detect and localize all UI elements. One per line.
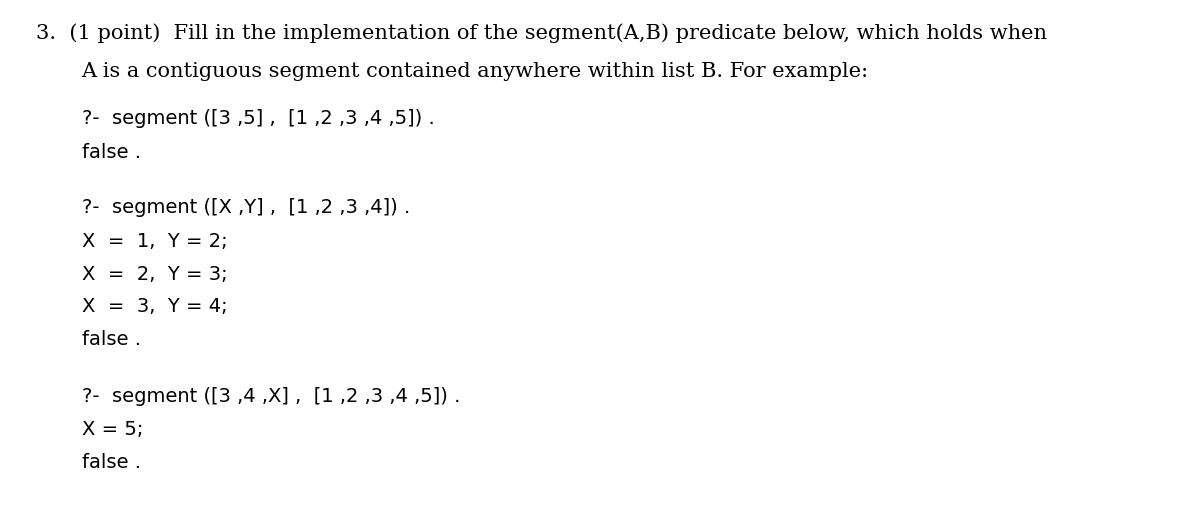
Text: ?-  segment ([3 ,5] ,  [1 ,2 ,3 ,4 ,5]) .: ?- segment ([3 ,5] , [1 ,2 ,3 ,4 ,5]) . bbox=[82, 109, 434, 128]
Text: ?-  segment ([3 ,4 ,X] ,  [1 ,2 ,3 ,4 ,5]) .: ?- segment ([3 ,4 ,X] , [1 ,2 ,3 ,4 ,5])… bbox=[82, 387, 460, 406]
Text: ?-  segment ([X ,Y] ,  [1 ,2 ,3 ,4]) .: ?- segment ([X ,Y] , [1 ,2 ,3 ,4]) . bbox=[82, 198, 410, 217]
Text: 3.  (1 point)  Fill in the implementation of the segment(A,B) predicate below, w: 3. (1 point) Fill in the implementation … bbox=[36, 23, 1046, 43]
Text: A is a contiguous segment contained anywhere within list B. For example:: A is a contiguous segment contained anyw… bbox=[82, 62, 869, 81]
Text: X  =  3,  Y = 4;: X = 3, Y = 4; bbox=[82, 297, 227, 317]
Text: X = 5;: X = 5; bbox=[82, 420, 143, 440]
Text: false .: false . bbox=[82, 330, 140, 349]
Text: false .: false . bbox=[82, 143, 140, 162]
Text: X  =  1,  Y = 2;: X = 1, Y = 2; bbox=[82, 232, 227, 251]
Text: X  =  2,  Y = 3;: X = 2, Y = 3; bbox=[82, 265, 227, 284]
Text: false .: false . bbox=[82, 453, 140, 472]
